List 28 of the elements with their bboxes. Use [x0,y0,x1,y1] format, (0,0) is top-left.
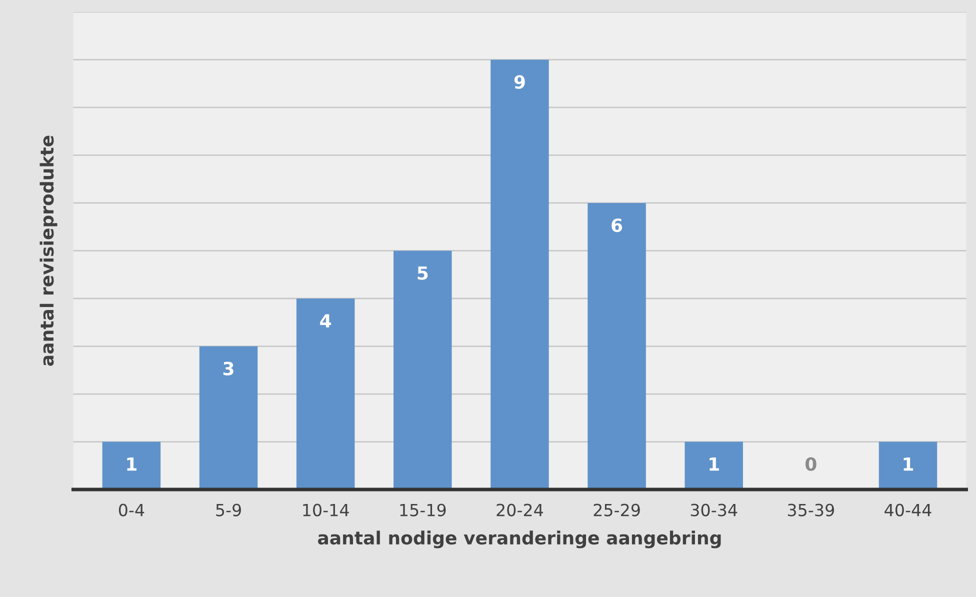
data-label: 1 [127,457,136,471]
x-axis-title: aantal nodige veranderinge aangebring [318,530,721,548]
bar [199,346,258,490]
x-tick-label: 25-29 [594,504,640,516]
x-tick-label: 10-14 [303,504,349,516]
y-axis-title: aantal revisieprodukte [40,136,58,366]
x-tick-label: 20-24 [496,504,543,516]
data-label: 9 [514,75,525,89]
bar [296,298,355,490]
data-label: 4 [320,314,332,328]
x-tick-label: 0-4 [118,504,144,516]
bar [490,60,549,490]
x-tick-label: 40-44 [884,504,932,516]
bar [102,442,161,490]
x-tick-label: 30-34 [690,504,738,516]
x-tick-label: 35-39 [788,504,834,516]
data-label: 0 [806,457,816,471]
data-label: 6 [612,218,622,232]
x-tick-label: 15-19 [400,504,446,516]
data-label: 1 [904,457,914,471]
data-label: 3 [223,362,234,376]
bar [394,250,452,490]
bar [878,442,938,490]
data-label: 5 [418,266,428,280]
x-tick-label: 5-9 [216,504,241,516]
data-label: 1 [710,457,719,471]
bar [588,202,646,490]
bar [684,442,743,490]
